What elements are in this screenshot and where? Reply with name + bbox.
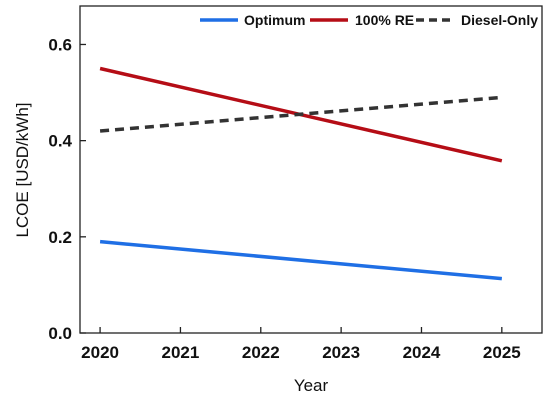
x-tick-label: 2025 (483, 343, 521, 362)
y-tick-label: 0.0 (48, 324, 72, 343)
series-layer (99, 66, 503, 281)
legend-label: Optimum (244, 12, 305, 28)
legend-label: Diesel-Only (461, 12, 538, 28)
y-tick-label: 0.4 (48, 132, 72, 151)
x-tick-label: 2022 (242, 343, 280, 362)
legend-label: 100% RE (355, 12, 414, 28)
x-axis-title: Year (294, 376, 329, 395)
x-tick-label: 2021 (162, 343, 200, 362)
y-axis-title: LCOE [USD/kWh] (13, 102, 32, 237)
x-tick-label: 2023 (322, 343, 360, 362)
y-tick-label: 0.6 (48, 35, 72, 54)
series-line-diesel-only (99, 95, 502, 133)
x-tick-label: 2020 (81, 343, 119, 362)
y-tick-label: 0.2 (48, 228, 72, 247)
series-line-optimum (99, 239, 502, 281)
axis-ticks: 2020 2021 2022 2023 2024 2025 0.0 0.2 0.4 0.6 (48, 35, 520, 362)
x-tick-label: 2024 (403, 343, 441, 362)
legend: Optimum 100% RE Diesel-Only (200, 12, 538, 28)
plot-frame (79, 5, 543, 334)
